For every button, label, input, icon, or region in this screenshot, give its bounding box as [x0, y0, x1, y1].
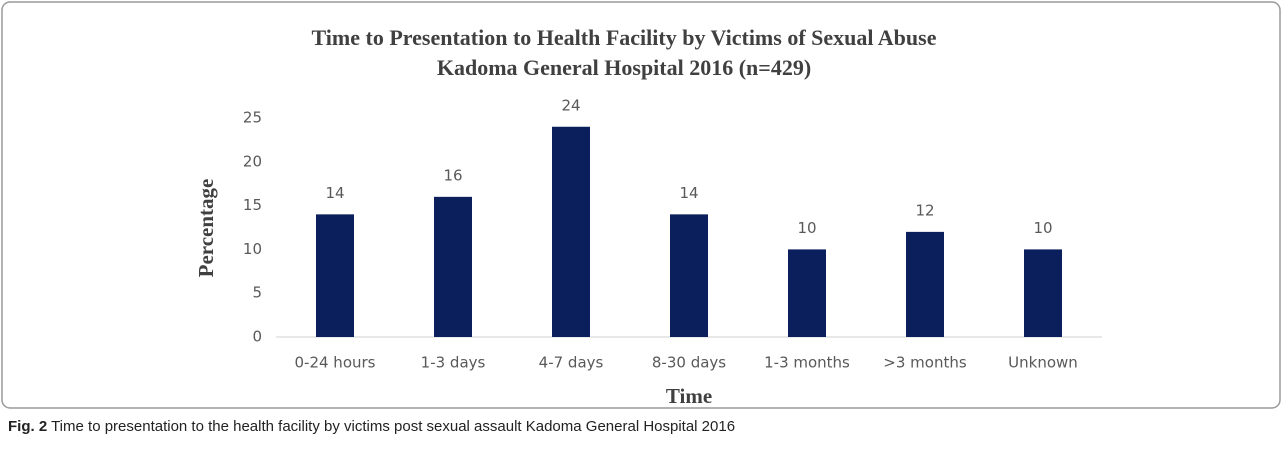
y-tick-label: 0 — [252, 328, 262, 346]
y-tick-label: 5 — [252, 284, 262, 302]
data-label: 10 — [1033, 219, 1052, 237]
x-tick-label: 1-3 months — [764, 354, 850, 372]
bar — [788, 249, 826, 337]
bar — [906, 231, 944, 337]
bar — [552, 126, 590, 337]
data-label: 24 — [561, 96, 580, 114]
data-label: 10 — [797, 219, 816, 237]
chart-title: Time to Presentation to Health Facility … — [312, 25, 937, 50]
frame — [1, 1, 1281, 409]
y-axis-label: Percentage — [194, 179, 218, 278]
chart-subtitle: Kadoma General Hospital 2016 (n=429) — [437, 55, 811, 80]
y-tick-label: 10 — [243, 240, 262, 258]
caption: Fig. 2 Time to presentation to the healt… — [8, 418, 735, 435]
data-label: 14 — [679, 184, 698, 202]
caption-label: Fig. 2 — [8, 418, 48, 435]
bar — [1024, 249, 1062, 337]
bar — [316, 214, 354, 337]
data-label: 14 — [325, 184, 344, 202]
data-label: 12 — [915, 201, 934, 219]
caption-text: Time to presentation to the health facil… — [51, 418, 736, 435]
bar — [434, 196, 472, 337]
x-tick-label: 1-3 days — [421, 354, 486, 372]
y-tick-label: 15 — [243, 196, 262, 214]
chart: Time to Presentation to Health Facility … — [1, 1, 1281, 409]
x-tick-label: Unknown — [1008, 354, 1078, 372]
x-tick-label: >3 months — [883, 354, 967, 372]
y-tick-label: 20 — [243, 152, 262, 170]
data-label: 16 — [443, 166, 462, 184]
y-tick-label: 25 — [243, 109, 262, 127]
x-tick-label: 4-7 days — [539, 354, 604, 372]
bar — [670, 214, 708, 337]
x-tick-label: 8-30 days — [652, 354, 726, 372]
x-tick-label: 0-24 hours — [295, 354, 376, 372]
x-axis-label: Time — [666, 384, 712, 408]
